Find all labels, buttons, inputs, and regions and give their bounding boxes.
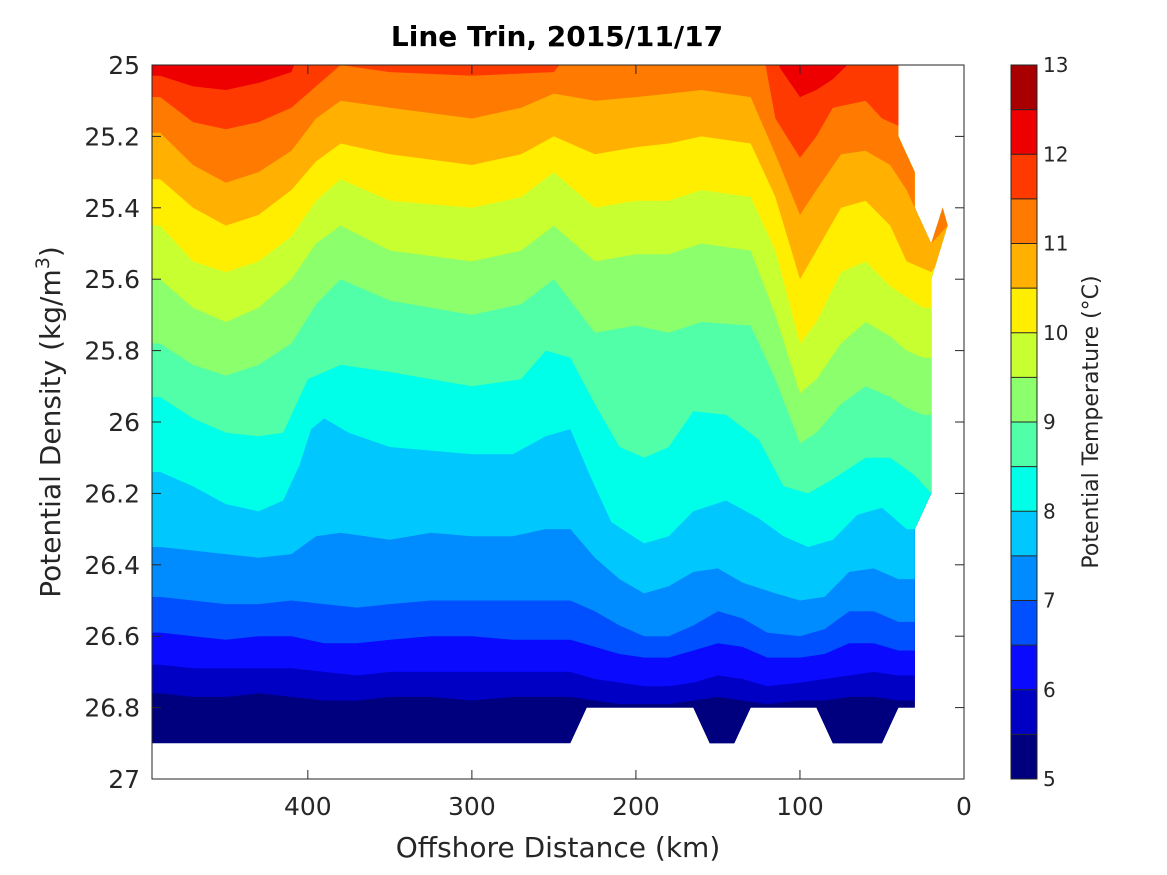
colorbar-tick-label: 10 xyxy=(1043,321,1068,345)
x-axis-label: Offshore Distance (km) xyxy=(396,831,721,864)
y-tick-label: 26.8 xyxy=(84,694,140,723)
colorbar-tick-label: 9 xyxy=(1043,410,1056,434)
colorbar-band xyxy=(1011,422,1037,468)
x-tick-label: 400 xyxy=(284,792,332,821)
x-axis-ticks: 400 300 200 100 0 xyxy=(284,65,972,821)
contour-fills xyxy=(152,65,948,744)
y-tick-label: 25 xyxy=(108,51,140,80)
colorbar-band xyxy=(1011,332,1037,378)
y-tick-label: 25.6 xyxy=(84,265,140,294)
colorbar-ticks: 5 6 7 8 9 10 11 12 13 xyxy=(1011,53,1068,791)
y-tick-label: 26.2 xyxy=(84,479,140,508)
colorbar-band xyxy=(1011,154,1037,200)
colorbar xyxy=(1011,65,1037,780)
colorbar-band xyxy=(1011,734,1037,780)
colorbar-band xyxy=(1011,689,1037,735)
y-axis-label-close: ) xyxy=(34,246,67,257)
colorbar-band xyxy=(1011,645,1037,691)
y-tick-label: 25.8 xyxy=(84,337,140,366)
x-tick-label: 200 xyxy=(612,792,660,821)
y-tick-label: 26.6 xyxy=(84,622,140,651)
chart-title: Line Trin, 2015/11/17 xyxy=(391,20,723,53)
colorbar-band xyxy=(1011,243,1037,289)
colorbar-band xyxy=(1011,288,1037,334)
colorbar-tick-label: 5 xyxy=(1043,767,1056,791)
y-axis-ticks: 25 25.2 25.4 25.6 25.8 26 26.2 26.4 26.6 26.8 27 xyxy=(84,51,964,794)
y-axis-label-superscript: 3 xyxy=(32,257,54,269)
colorbar-band xyxy=(1011,377,1037,423)
colorbar-tick-label: 8 xyxy=(1043,499,1056,523)
y-tick-label: 26 xyxy=(108,408,140,437)
y-axis-label: Potential Density (kg/m3) xyxy=(32,246,67,598)
colorbar-title: Potential Temperature (°C) xyxy=(1079,275,1104,568)
y-tick-label: 25.2 xyxy=(84,122,140,151)
colorbar-tick-label: 13 xyxy=(1043,53,1068,77)
x-tick-label: 300 xyxy=(448,792,496,821)
colorbar-band xyxy=(1011,65,1037,111)
colorbar-tick-label: 11 xyxy=(1043,232,1068,256)
colorbar-band xyxy=(1011,600,1037,646)
colorbar-band xyxy=(1011,466,1037,512)
y-tick-label: 26.4 xyxy=(84,551,140,580)
y-tick-label: 25.4 xyxy=(84,194,140,223)
colorbar-tick-label: 7 xyxy=(1043,589,1056,613)
colorbar-band xyxy=(1011,109,1037,155)
y-axis-label-main: Potential Density (kg/m xyxy=(34,269,67,598)
colorbar-band xyxy=(1011,511,1037,557)
colorbar-band xyxy=(1011,555,1037,601)
y-tick-label: 27 xyxy=(108,765,140,794)
colorbar-tick-label: 6 xyxy=(1043,678,1056,702)
colorbar-band xyxy=(1011,198,1037,244)
colorbar-tick-label: 12 xyxy=(1043,142,1068,166)
x-tick-label: 0 xyxy=(956,792,972,821)
x-tick-label: 100 xyxy=(776,792,824,821)
